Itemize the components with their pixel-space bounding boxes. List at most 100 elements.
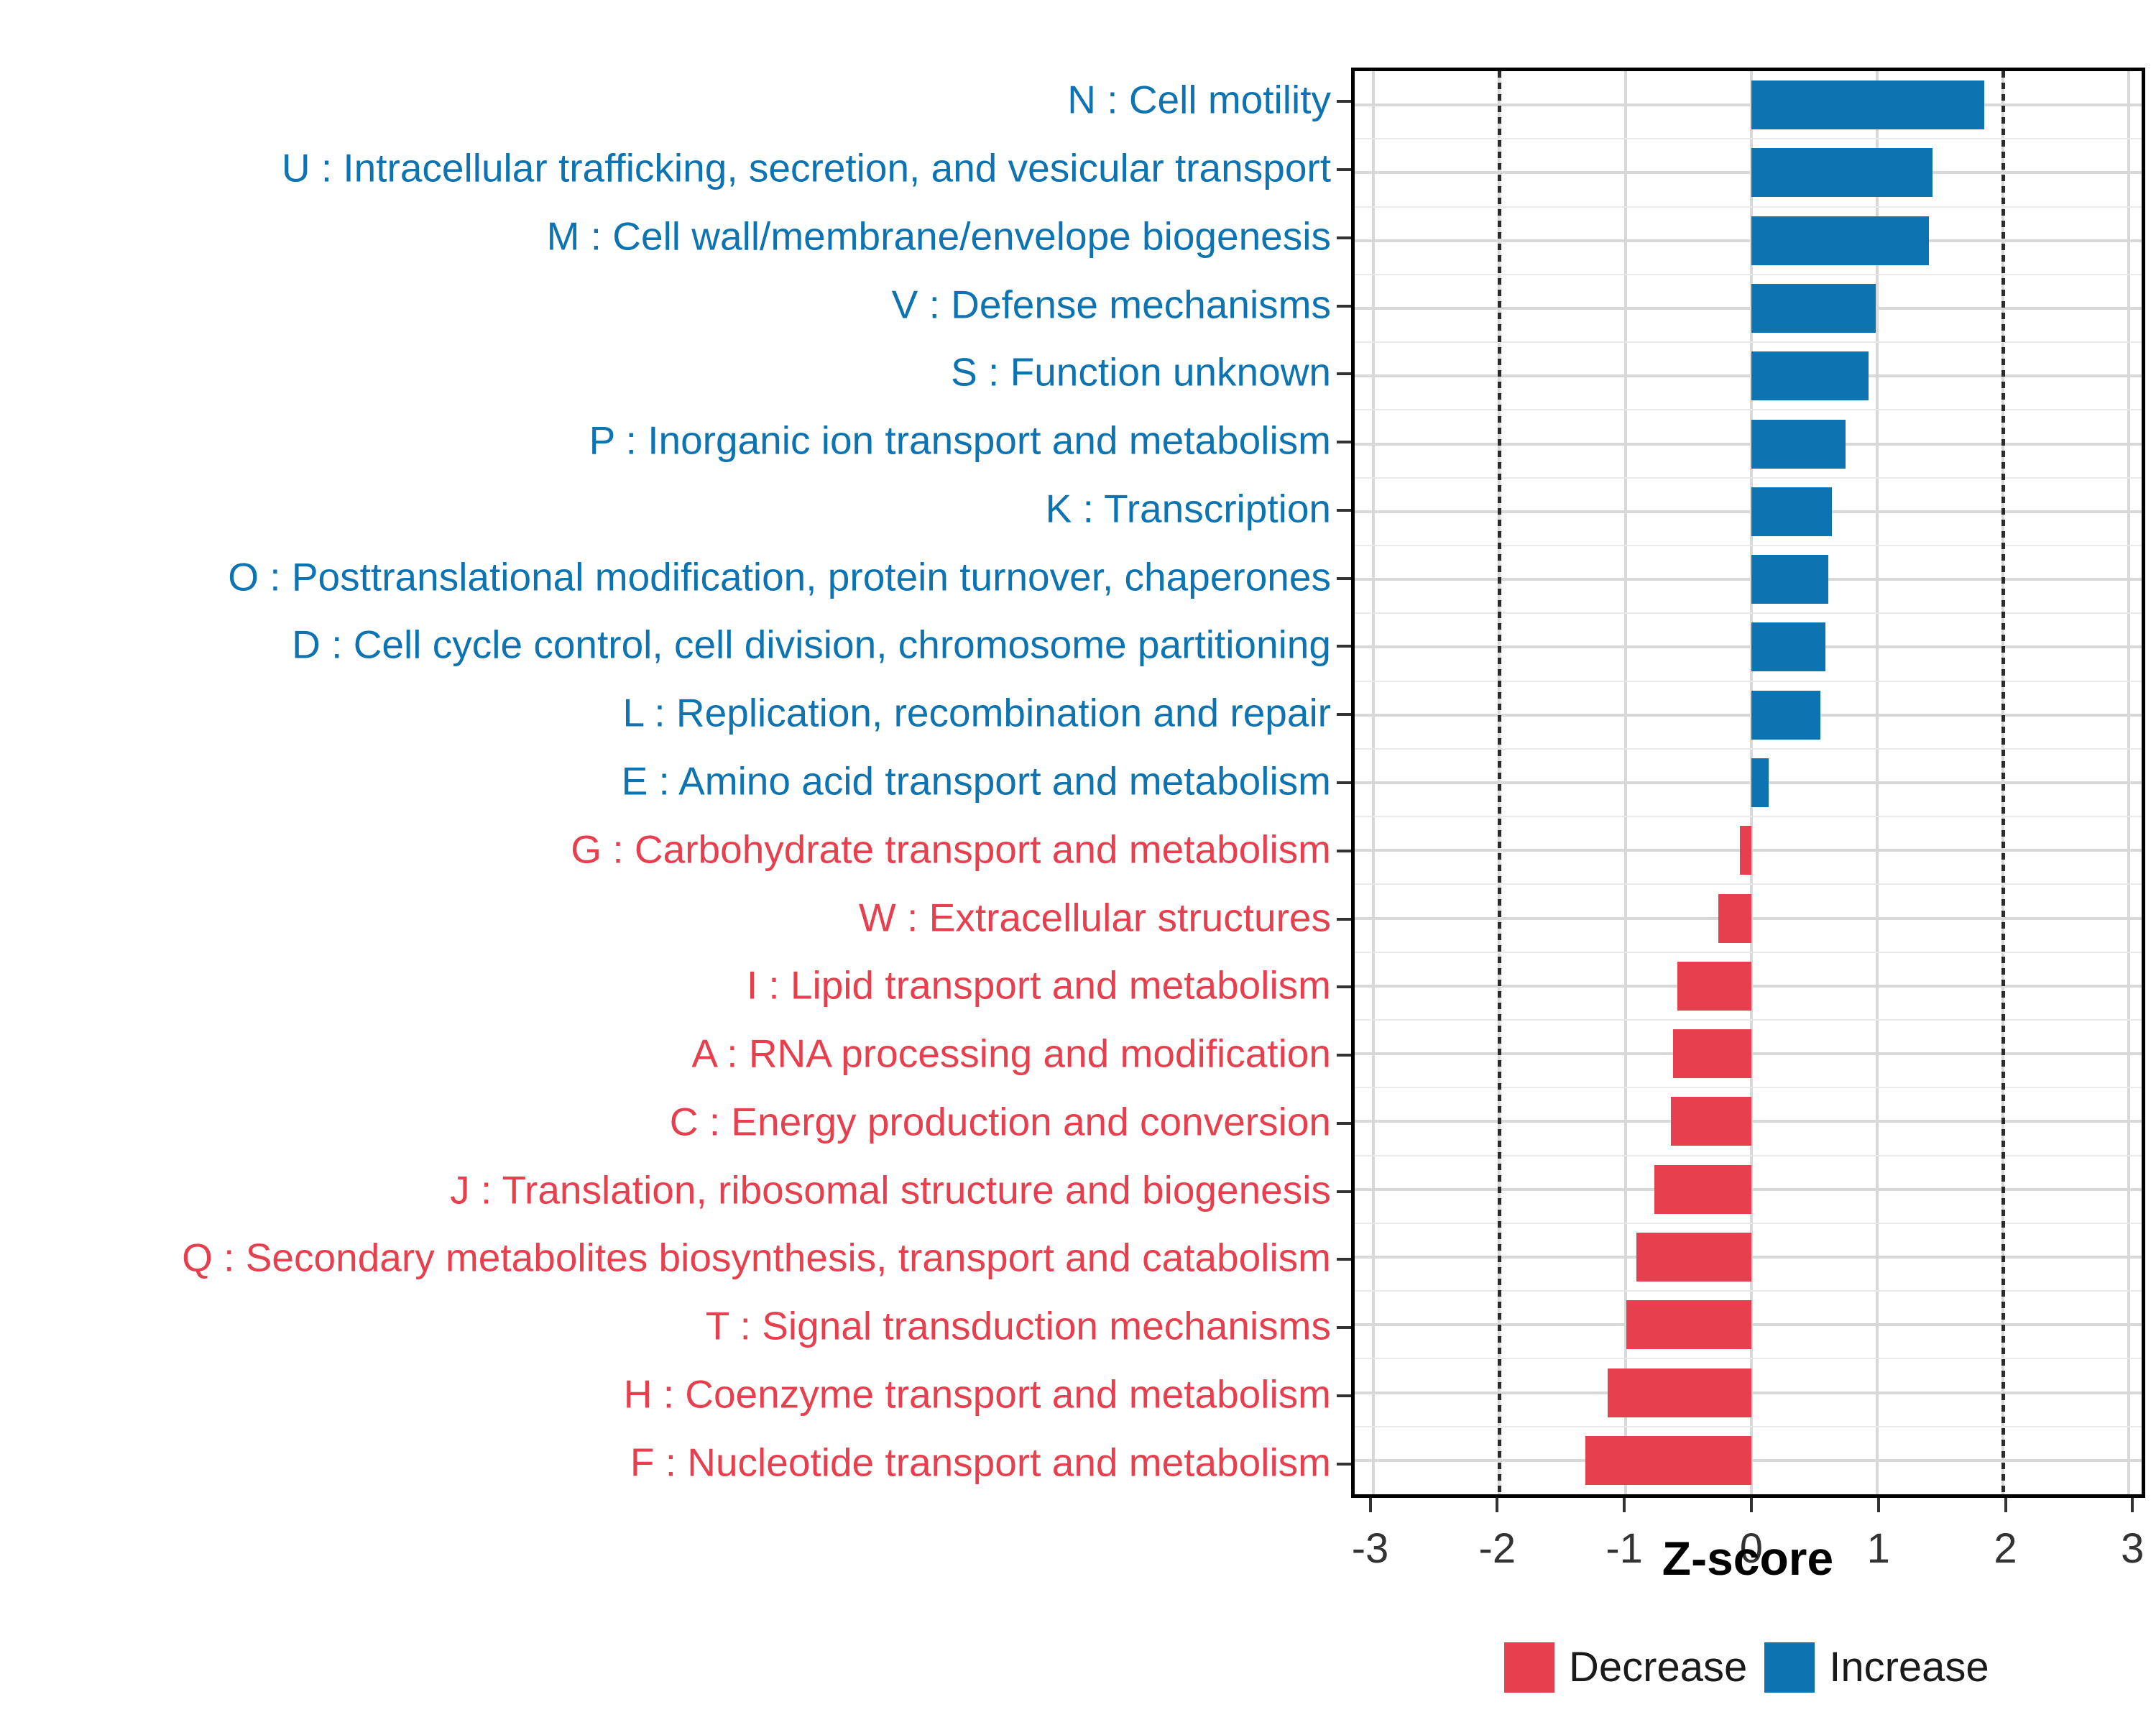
horizontal-gridline-major	[1355, 239, 2142, 242]
plot-panel	[1351, 68, 2145, 1498]
y-axis-label: S : Function unknown	[951, 349, 1331, 395]
horizontal-gridline-minor	[1355, 816, 2142, 818]
y-tick-mark	[1337, 1462, 1351, 1466]
horizontal-gridline-minor	[1355, 612, 2142, 615]
y-tick-mark	[1337, 441, 1351, 444]
bar-m	[1751, 216, 1929, 265]
bar-n	[1751, 80, 1984, 130]
x-tick-mark	[2004, 1498, 2007, 1512]
horizontal-gridline-minor	[1355, 544, 2142, 546]
horizontal-gridline-minor	[1355, 1154, 2142, 1156]
y-axis-label: V : Defense mechanisms	[891, 281, 1331, 326]
y-tick-mark	[1337, 1121, 1351, 1125]
horizontal-gridline-minor	[1355, 1087, 2142, 1089]
horizontal-gridline-major	[1355, 781, 2142, 784]
dotted-reference-line	[1498, 71, 1502, 1494]
x-tick-mark	[1876, 1498, 1880, 1512]
horizontal-gridline-minor	[1355, 1290, 2142, 1292]
y-tick-mark	[1337, 645, 1351, 648]
legend-item-decrease: Decrease	[1504, 1642, 1747, 1693]
y-tick-mark	[1337, 781, 1351, 784]
x-tick-mark	[1368, 1498, 1372, 1512]
horizontal-gridline-minor	[1355, 1358, 2142, 1360]
y-tick-mark	[1337, 1054, 1351, 1057]
horizontal-gridline-minor	[1355, 1425, 2142, 1427]
y-axis-label: N : Cell motility	[1067, 77, 1331, 122]
y-tick-mark	[1337, 985, 1351, 989]
y-tick-mark	[1337, 100, 1351, 104]
y-axis-label: F : Nucleotide transport and metabolism	[630, 1439, 1331, 1484]
dotted-reference-line	[2001, 71, 2006, 1494]
horizontal-gridline-major	[1355, 374, 2142, 378]
horizontal-gridline-minor	[1355, 883, 2142, 886]
horizontal-gridline-major	[1355, 442, 2142, 446]
bar-s	[1751, 351, 1869, 401]
horizontal-gridline-minor	[1355, 1222, 2142, 1224]
y-axis-label: E : Amino acid transport and metabolism	[621, 758, 1331, 804]
bar-j	[1654, 1164, 1751, 1214]
x-tick-mark	[2131, 1498, 2134, 1512]
y-axis-label: A : RNA processing and modification	[691, 1031, 1331, 1076]
x-tick-label: -2	[1478, 1525, 1516, 1572]
x-tick-label: -1	[1606, 1525, 1643, 1572]
legend-label-increase: Increase	[1829, 1644, 1989, 1690]
x-tick-label: 2	[1994, 1525, 2017, 1572]
bar-f	[1585, 1435, 1751, 1485]
y-axis-label: J : Translation, ribosomal structure and…	[450, 1167, 1331, 1212]
y-axis-label: P : Inorganic ion transport and metaboli…	[589, 418, 1331, 463]
bar-u	[1751, 148, 1933, 198]
y-axis-label: C : Energy production and conversion	[669, 1099, 1331, 1144]
y-axis-label: O : Posttranslational modification, prot…	[228, 554, 1331, 599]
y-tick-mark	[1337, 1394, 1351, 1397]
y-tick-mark	[1337, 1258, 1351, 1261]
bar-d	[1751, 622, 1826, 672]
y-axis-label: T : Signal transduction mechanisms	[705, 1303, 1331, 1348]
horizontal-gridline-minor	[1355, 1018, 2142, 1021]
bar-q	[1636, 1233, 1751, 1282]
decrease-swatch	[1504, 1642, 1554, 1693]
bar-l	[1751, 690, 1821, 740]
bar-e	[1751, 758, 1769, 807]
x-tick-label: 1	[1866, 1525, 1890, 1572]
y-axis-label: U : Intracellular trafficking, secretion…	[281, 145, 1331, 190]
horizontal-gridline-major	[1355, 510, 2142, 513]
y-tick-mark	[1337, 1190, 1351, 1193]
horizontal-gridline-minor	[1355, 748, 2142, 750]
horizontal-gridline-minor	[1355, 273, 2142, 275]
y-axis-label: D : Cell cycle control, cell division, c…	[292, 622, 1331, 667]
horizontal-gridline-major	[1355, 578, 2142, 581]
bar-k	[1751, 487, 1832, 536]
bar-c	[1670, 1097, 1751, 1146]
horizontal-gridline-minor	[1355, 341, 2142, 344]
bar-a	[1673, 1029, 1751, 1079]
horizontal-gridline-major	[1355, 104, 2142, 107]
y-axis-label: K : Transcription	[1045, 486, 1331, 531]
y-axis-label: H : Coenzyme transport and metabolism	[623, 1371, 1331, 1417]
legend-label-decrease: Decrease	[1569, 1644, 1748, 1690]
y-axis-label: Q : Secondary metabolites biosynthesis, …	[182, 1235, 1331, 1280]
y-tick-mark	[1337, 304, 1351, 308]
bar-t	[1626, 1300, 1751, 1350]
bar-g	[1740, 826, 1751, 875]
y-axis-label: W : Extracellular structures	[858, 894, 1331, 939]
y-axis-label: I : Lipid transport and metabolism	[746, 962, 1331, 1008]
horizontal-gridline-minor	[1355, 138, 2142, 140]
x-tick-label: 0	[1739, 1525, 1764, 1572]
y-tick-mark	[1337, 508, 1351, 512]
bar-i	[1677, 961, 1751, 1011]
bar-h	[1608, 1368, 1751, 1417]
horizontal-gridline-minor	[1355, 951, 2142, 953]
legend-item-increase: Increase	[1764, 1642, 1989, 1693]
y-tick-mark	[1337, 849, 1351, 852]
horizontal-gridline-minor	[1355, 206, 2142, 208]
y-axis-label: G : Carbohydrate transport and metabolis…	[571, 827, 1331, 872]
bar-o	[1751, 555, 1828, 604]
y-tick-mark	[1337, 372, 1351, 376]
y-tick-mark	[1337, 236, 1351, 239]
horizontal-gridline-major	[1355, 306, 2142, 310]
horizontal-gridline-major	[1355, 171, 2142, 175]
y-tick-mark	[1337, 1326, 1351, 1330]
y-tick-mark	[1337, 576, 1351, 580]
bar-v	[1751, 283, 1876, 333]
horizontal-gridline-major	[1355, 645, 2142, 649]
